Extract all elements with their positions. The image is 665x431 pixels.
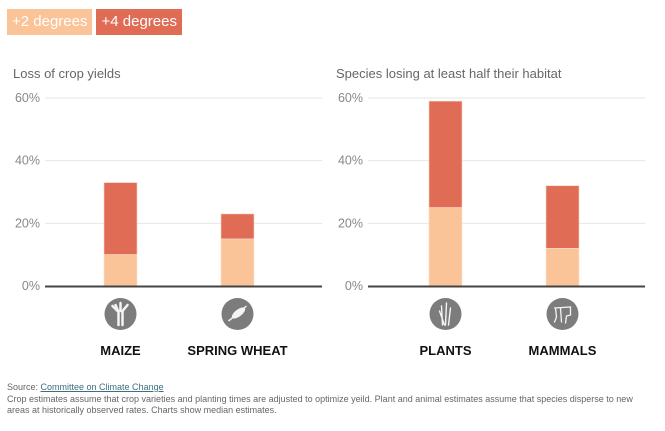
y-tick-label: 40% [15, 154, 40, 168]
category-label: MAMMALS [529, 343, 597, 358]
chart-title-crops: Loss of crop yields [13, 66, 121, 81]
legend-item-2-degrees[interactable]: +2 degrees [7, 9, 93, 35]
category-label: SPRING WHEAT [187, 343, 287, 358]
wheat-icon [221, 298, 254, 330]
maize-icon [104, 298, 137, 330]
y-tick-label: 0% [22, 279, 40, 293]
y-tick-label: 60% [15, 91, 40, 105]
source-prefix: Source: [7, 382, 41, 392]
y-tick-label: 20% [15, 216, 40, 230]
category-label: MAIZE [100, 343, 141, 358]
bar-2-degrees [545, 248, 580, 287]
species-habitat-chart: 0% 20% 40% 60% PLANTS MAMMALS [338, 91, 645, 358]
plant-icon [429, 298, 462, 330]
bar-2-degrees [103, 254, 138, 287]
crop-yields-chart: 0% 20% 40% 60% MAIZE SPRING WHEAT [15, 91, 322, 358]
y-tick-label: 0% [345, 279, 363, 293]
chart-title-species: Species losing at least half their habit… [336, 66, 562, 81]
wheat-head [231, 307, 246, 319]
y-tick-label: 20% [338, 216, 363, 230]
maize-glyph [111, 301, 129, 327]
y-tick-label: 60% [338, 91, 363, 105]
bar-4-degrees [428, 100, 463, 208]
footer-note: Crop estimates assume that crop varietie… [7, 393, 633, 416]
legend-item-4-degrees[interactable]: +4 degrees [96, 9, 182, 35]
mammal-glyph [553, 306, 572, 324]
footer: Source: Committee on Climate Change Crop… [7, 382, 657, 417]
bar-2-degrees [220, 238, 255, 287]
bar-2-degrees [428, 207, 463, 287]
source-link[interactable]: Committee on Climate Change [40, 382, 164, 392]
category-label: PLANTS [420, 343, 472, 358]
icon-circle [546, 298, 579, 330]
bar-4-degrees [545, 185, 580, 249]
legend: +2 degrees +4 degrees [7, 9, 182, 35]
y-tick-label: 40% [338, 154, 363, 168]
bar-4-degrees [220, 213, 255, 240]
mammal-icon [546, 298, 579, 330]
plant-glyph [438, 302, 452, 326]
